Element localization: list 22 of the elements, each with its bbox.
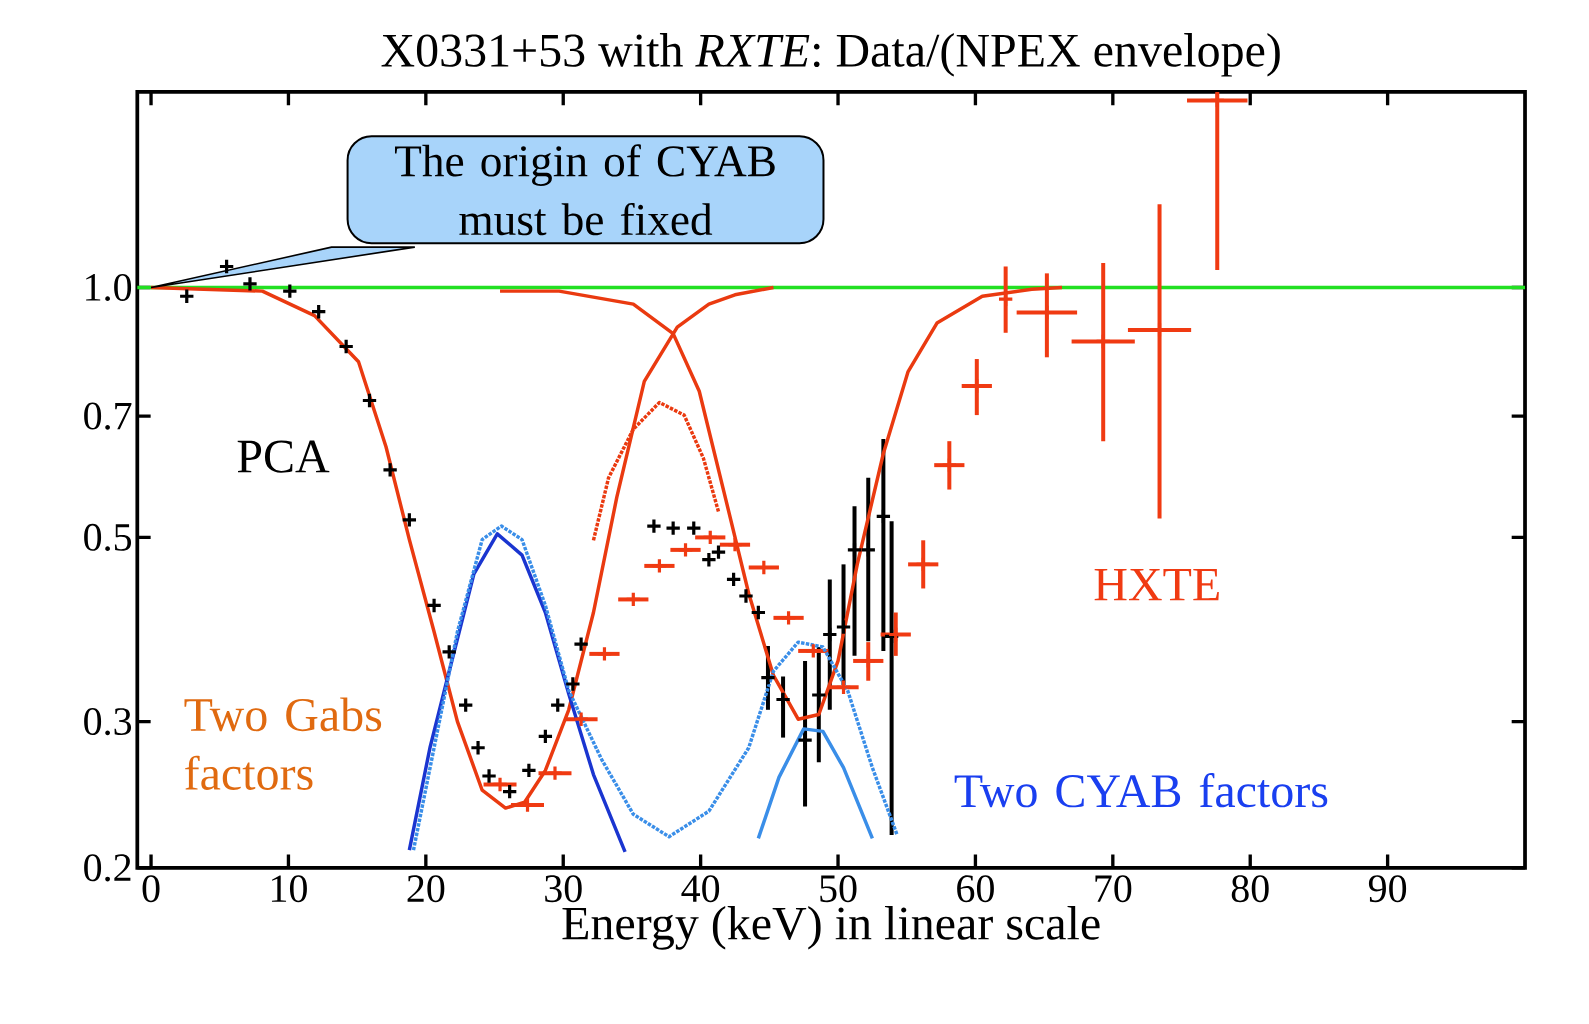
x-tick-label: 30 <box>545 875 582 903</box>
x-tick-label: 40 <box>681 875 720 903</box>
x-tick-label: 60 <box>957 875 994 903</box>
series-label: PCA <box>237 440 330 473</box>
x-tick-label: 70 <box>1095 875 1132 903</box>
y-tick-label: 0.2 <box>84 854 131 882</box>
x-tick-label: 20 <box>407 875 445 903</box>
x-axis-title: Energy (keV) in linear scale <box>562 906 1100 950</box>
x-tick-label: 10 <box>271 875 307 903</box>
y-tick-label: 0.7 <box>84 402 132 430</box>
x-tick-label: 50 <box>820 875 857 903</box>
chart-title: X0331+53 with RXTE: Data/(NPEX envelope) <box>381 33 1280 77</box>
x-tick-label: 0 <box>142 875 160 903</box>
y-tick-label: 0.3 <box>84 708 132 736</box>
annotation: Two CYAB factors <box>954 773 1328 808</box>
y-tick-label: 0.5 <box>84 523 132 552</box>
annotation: Two Gabs factors <box>184 697 382 790</box>
text: HXTE <box>1094 569 1219 601</box>
y-tick-label: 1.0 <box>86 274 132 302</box>
x-tick-label: 80 <box>1231 875 1269 903</box>
x-tick-label: 90 <box>1368 875 1407 903</box>
annotation: The origin of CYAB must be fixed <box>395 144 775 236</box>
